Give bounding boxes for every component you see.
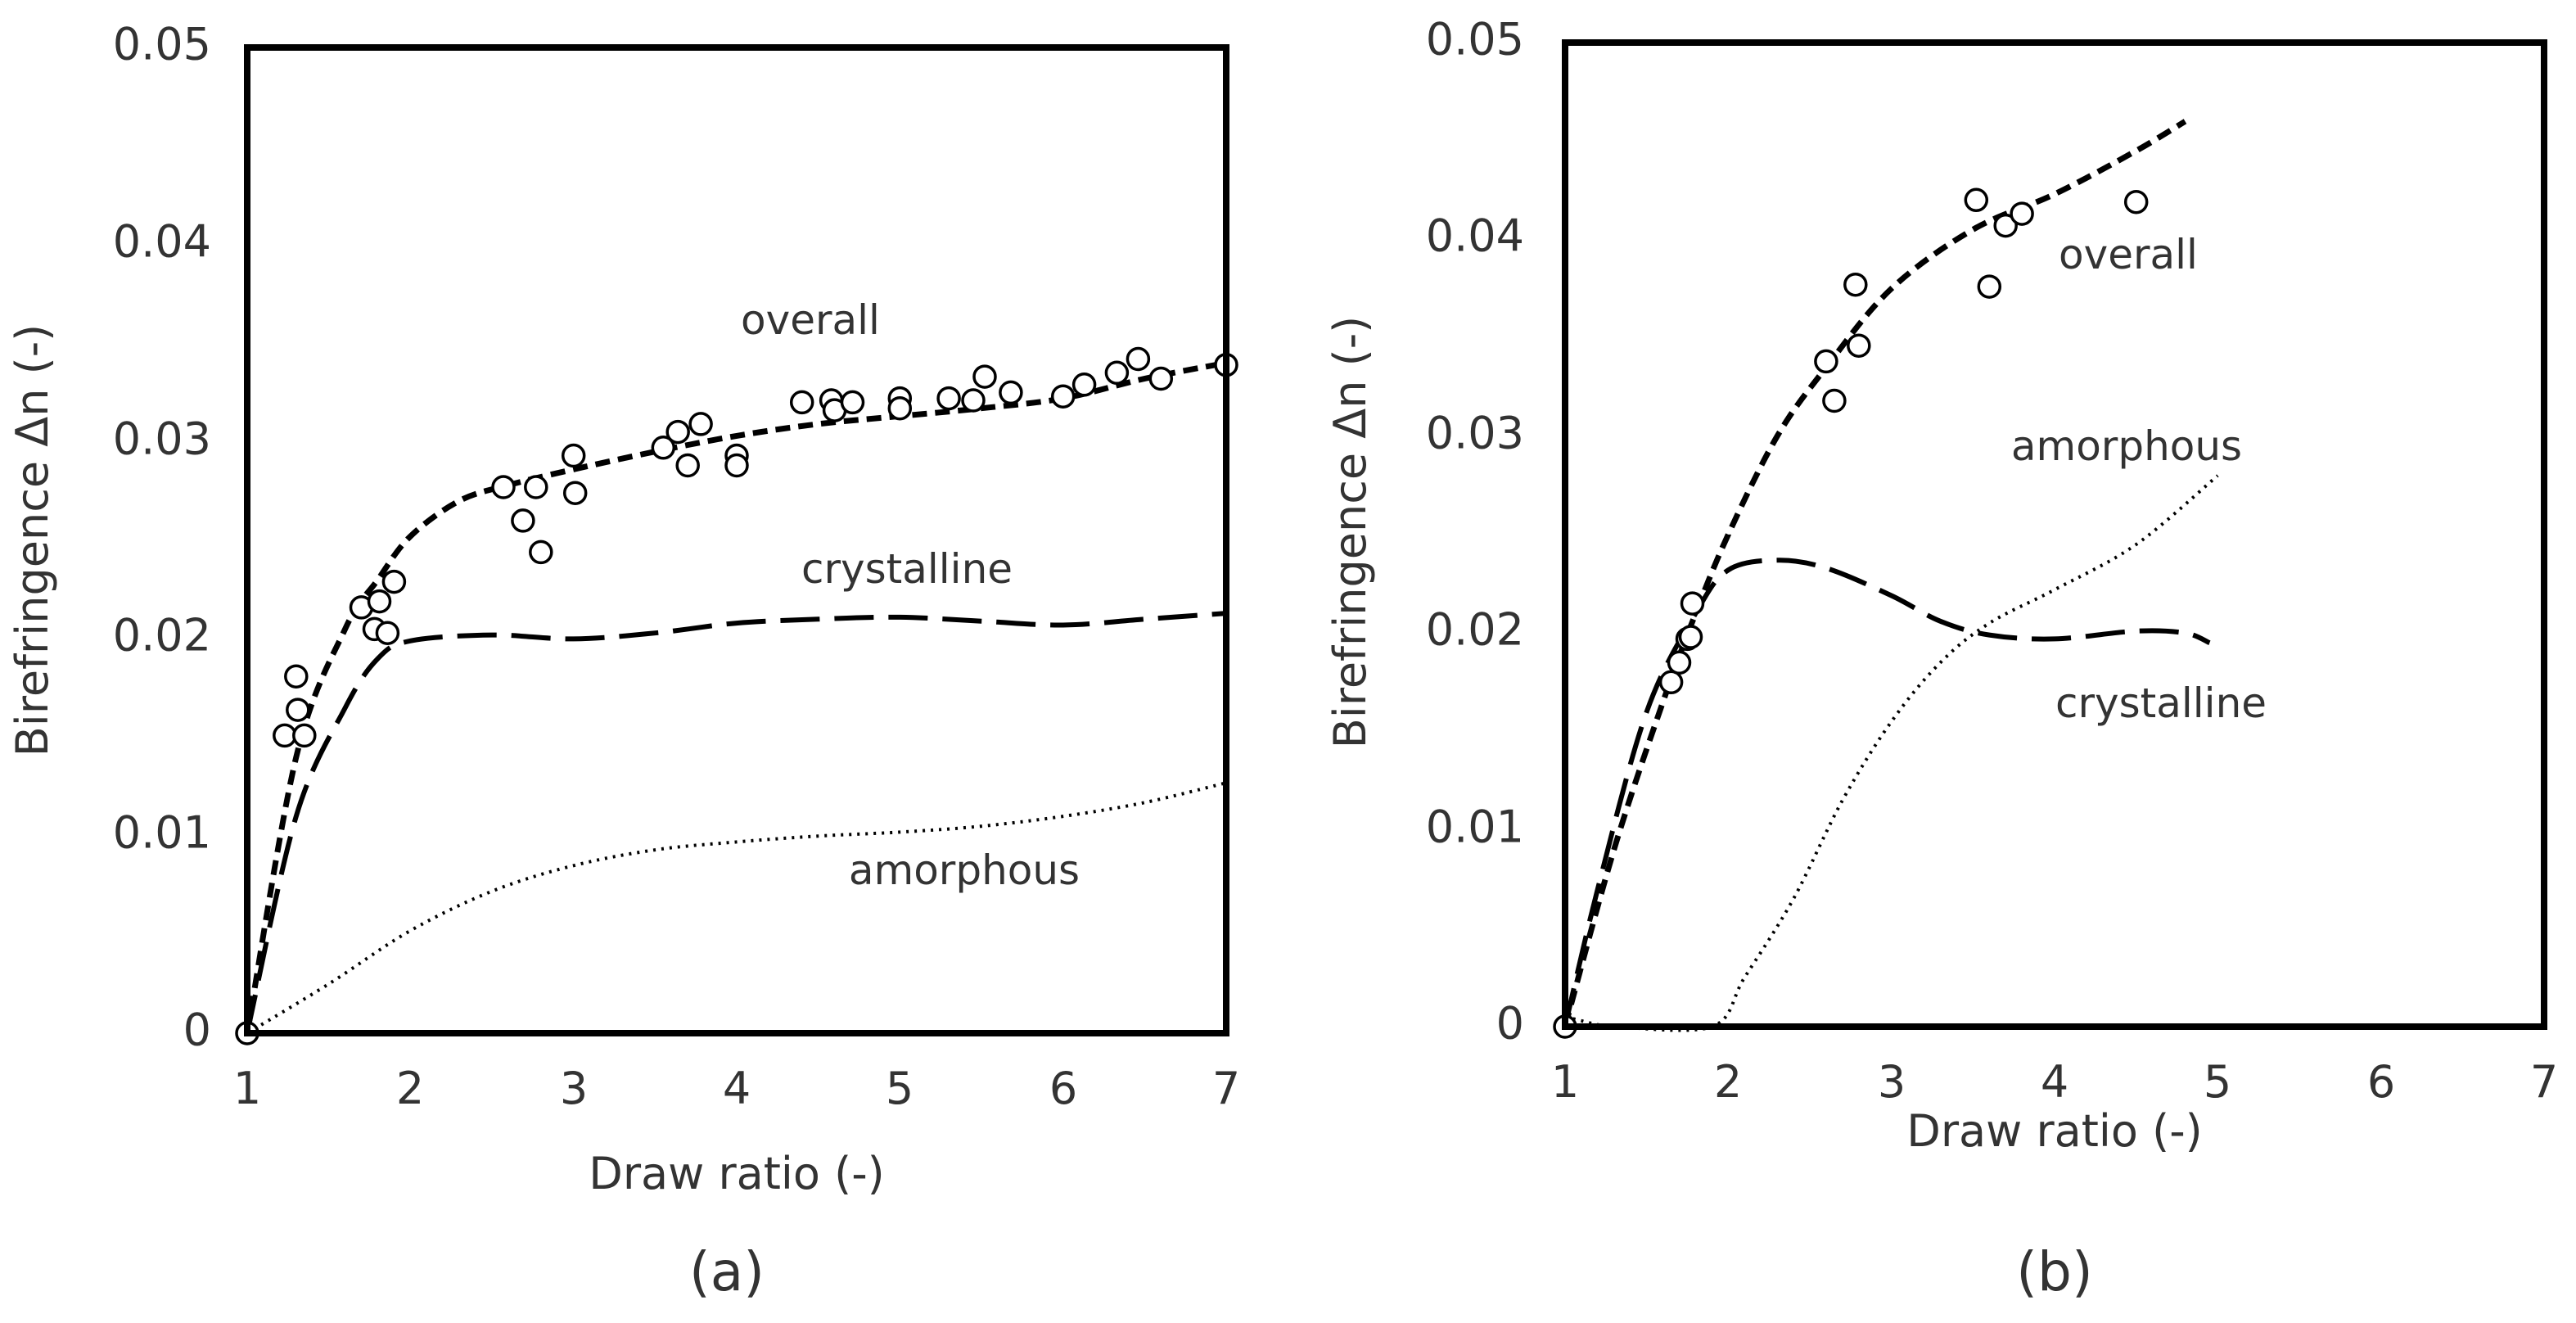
panel-a-annotation-amorphous: amorphous [849,847,1080,894]
panel-a-data-point [561,443,586,468]
panel-a-y-tick: 0 [183,1005,211,1056]
panel-a-y-tick: 0.01 [113,807,211,859]
panel-b-data-point [1977,274,2002,299]
panel-b-y-tick: 0.04 [1426,210,1524,262]
panel-b-x-tick: 7 [2530,1056,2558,1108]
panel-a-data-point [1050,384,1076,409]
panel-b-data-point [1678,625,1703,649]
panel-b-annotation-crystalline: crystalline [2055,680,2267,727]
panel-b-y-tick: 0.01 [1426,801,1524,853]
panel-b-x-tick: 1 [1551,1056,1579,1108]
panel-b-data-point [1680,591,1705,616]
panel-a-y-tick: 0.05 [113,19,211,70]
panel-a-crystalline-curve [245,611,1227,1034]
panel-a-x-tick: 3 [560,1063,588,1114]
panel-a-x-tick: 7 [1212,1063,1240,1114]
panel-a-x-tick: 1 [233,1063,261,1114]
panel-b-annotation-amorphous: amorphous [2011,422,2242,470]
panel-b-data-point [1658,670,1684,695]
panel-b-data-point [1843,272,1868,297]
panel-a-y-tick: 0.03 [113,413,211,465]
panel-a-data-point [529,540,553,565]
panel-a-x-tick: 4 [723,1063,751,1114]
panel-a-data-point [840,390,865,415]
panel-b-amorphous-curve [1564,474,2219,1032]
panel-a-data-point [651,436,676,460]
panel-a-annotation-overall: overall [741,296,880,344]
panel-a-data-point [724,453,749,478]
panel-a-data-point [936,386,961,411]
panel-b-data-point [2010,201,2034,226]
panel-a-chart: 0 0.01 0.02 0.03 0.04 0.05 1 2 3 4 5 6 7… [7,19,1240,1303]
panel-a-y-axis-label: Birefringence Δn (-) [7,324,58,756]
panel-a-x-tick: 5 [886,1063,914,1114]
panel-b-crystalline-curve [1563,558,2211,1027]
panel-b-x-tick: 6 [2367,1056,2395,1108]
panel-b-data-point [2123,189,2149,214]
panel-b-annotation-overall: overall [2059,231,2198,278]
panel-a-data-point [524,475,548,499]
panel-b-chart: 0 0.01 0.02 0.03 0.04 0.05 1 2 3 4 5 6 7… [1324,14,2558,1303]
panel-a-data-point [381,569,407,594]
panel-a-x-tick: 6 [1049,1063,1077,1114]
panel-b-label: (b) [2016,1240,2092,1303]
panel-a-data-point [511,508,535,533]
panel-b-x-tick: 2 [1714,1056,1742,1108]
panel-a-data-point [286,698,310,722]
panel-a-data-point [273,723,297,748]
panel-b-x-axis-label: Draw ratio (-) [1906,1105,2203,1157]
panel-b-y-tick: 0 [1496,998,1524,1050]
panel-b-y-tick: 0.03 [1426,408,1524,459]
panel-b-data-point [1822,388,1847,413]
panel-b-plot-frame [1562,39,2547,1030]
panel-a-data-point [688,412,713,436]
panel-b-y-tick: 0.02 [1426,604,1524,656]
panel-b-y-axis-label: Birefringence Δn (-) [1324,316,1376,748]
panel-a-data-point [887,395,913,421]
panel-a-x-tick: 2 [396,1063,424,1114]
panel-a-data-point [665,419,690,445]
panel-a-data-point [972,364,997,389]
panel-a-data-point [562,481,588,505]
panel-a-data-point [1126,346,1151,372]
panel-b-x-tick: 5 [2204,1056,2231,1108]
panel-a-data-point [375,621,400,645]
panel-a-label: (a) [689,1240,765,1303]
panel-a-data-point [675,453,700,478]
panel-a-data-point [491,475,516,499]
panel-b-data-point [1667,650,1692,675]
panel-a-data-point [1104,360,1130,386]
panel-a-data-point [367,589,392,614]
panel-a-annotation-crystalline: crystalline [801,545,1013,593]
panel-a-data-point [292,723,317,748]
panel-b-data-point [1993,213,2018,238]
panel-a-y-tick: 0.04 [113,216,211,268]
panel-a-plot-frame [244,44,1229,1036]
panel-b-data-point [1814,349,1838,374]
panel-a-overall-curve [244,359,1227,1034]
panel-a-data-point [1148,366,1174,391]
panel-a-data-point [961,388,986,413]
panel-a-data-point [999,380,1023,405]
panel-a-data-point [789,390,814,415]
panel-b-x-tick: 4 [2041,1056,2068,1108]
panel-b-data-point [1847,333,1871,358]
panel-b-data-point [1964,187,1989,213]
panel-b-x-tick: 3 [1878,1056,1906,1108]
panel-a-x-axis-label: Draw ratio (-) [589,1148,885,1199]
panel-a-data-point [284,664,309,689]
panel-a-y-tick: 0.02 [113,610,211,662]
panel-a-data-point [1071,373,1097,397]
panel-b-y-tick: 0.05 [1426,14,1524,65]
panel-a-amorphous-curve [246,781,1227,1035]
